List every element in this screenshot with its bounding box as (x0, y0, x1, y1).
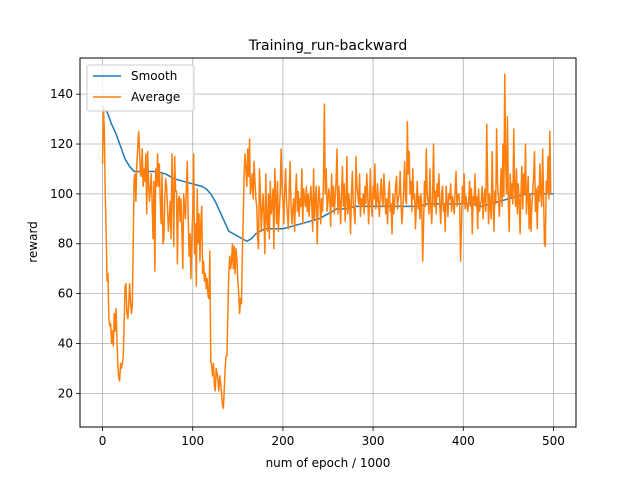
y-tick-label: 20 (58, 386, 73, 400)
y-tick-label: 140 (50, 87, 73, 101)
x-axis-label: num of epoch / 1000 (266, 456, 391, 470)
y-axis-label: reward (26, 221, 40, 263)
x-axis-ticks: 0 100 200 300 400 500 (99, 427, 565, 448)
legend: Smooth Average (86, 64, 195, 112)
chart-title: Training_run-backward (248, 38, 408, 54)
plot-frame (79, 57, 577, 428)
y-axis-ticks: 20 40 60 80 100 120 140 (50, 87, 80, 400)
x-tick-label: 100 (181, 434, 204, 448)
x-tick-label: 0 (99, 434, 107, 448)
x-tick-label: 500 (542, 434, 565, 448)
y-tick-label: 60 (58, 287, 73, 301)
x-tick-label: 200 (271, 434, 294, 448)
y-tick-label: 100 (50, 187, 73, 201)
x-tick-label: 300 (362, 434, 385, 448)
x-tick-label: 400 (452, 434, 475, 448)
y-tick-label: 40 (58, 336, 73, 350)
y-tick-label: 80 (58, 237, 73, 251)
legend-label-average: Average (131, 90, 180, 104)
series-lines (101, 73, 554, 410)
y-tick-label: 120 (50, 137, 73, 151)
series-line-average (101, 73, 552, 410)
legend-label-smooth: Smooth (131, 69, 177, 83)
